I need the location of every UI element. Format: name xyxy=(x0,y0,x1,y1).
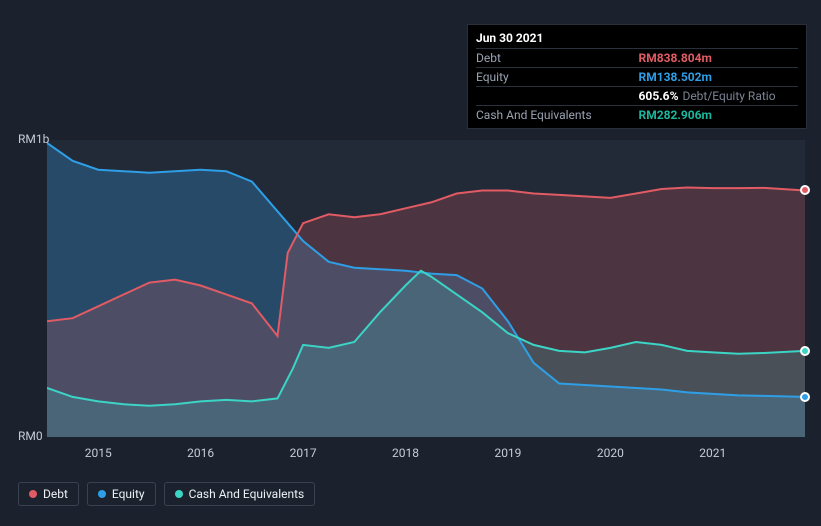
x-axis-label: 2017 xyxy=(290,446,317,460)
chart-legend: Debt Equity Cash And Equivalents xyxy=(18,482,315,506)
cash-dot-icon xyxy=(175,490,183,498)
legend-item-debt[interactable]: Debt xyxy=(18,482,79,506)
legend-item-equity[interactable]: Equity xyxy=(87,482,156,506)
x-axis-label: 2018 xyxy=(392,446,419,460)
tooltip-row-value: 605.6%Debt/Equity Ratio xyxy=(639,87,798,106)
legend-item-cash[interactable]: Cash And Equivalents xyxy=(164,482,316,506)
tooltip-row-key xyxy=(476,87,639,106)
tooltip-row-value: RM282.906m xyxy=(639,106,798,125)
x-axis-label: 2019 xyxy=(494,446,521,460)
series-end-marker-debt xyxy=(800,185,810,195)
y-axis-label: RM1b xyxy=(18,132,49,146)
x-axis-label: 2016 xyxy=(187,446,214,460)
tooltip-row-value: RM138.502m xyxy=(639,68,798,87)
legend-item-label: Cash And Equivalents xyxy=(189,487,305,501)
legend-item-label: Equity xyxy=(112,487,145,501)
tooltip-row-key: Cash And Equivalents xyxy=(476,106,639,125)
x-axis-label: 2021 xyxy=(699,446,726,460)
series-end-marker-equity xyxy=(800,392,810,402)
tooltip-date: Jun 30 2021 xyxy=(476,31,798,45)
tooltip-row-value: RM838.804m xyxy=(639,49,798,68)
equity-dot-icon xyxy=(98,490,106,498)
x-axis-label: 2020 xyxy=(597,446,624,460)
chart-tooltip: Jun 30 2021 DebtRM838.804mEquityRM138.502… xyxy=(467,24,807,129)
debt-dot-icon xyxy=(29,490,37,498)
tooltip-row-key: Debt xyxy=(476,49,639,68)
tooltip-row-key: Equity xyxy=(476,68,639,87)
y-axis-label: RM0 xyxy=(18,429,43,443)
x-axis-label: 2015 xyxy=(85,446,112,460)
series-end-marker-cash xyxy=(800,346,810,356)
legend-item-label: Debt xyxy=(43,487,68,501)
